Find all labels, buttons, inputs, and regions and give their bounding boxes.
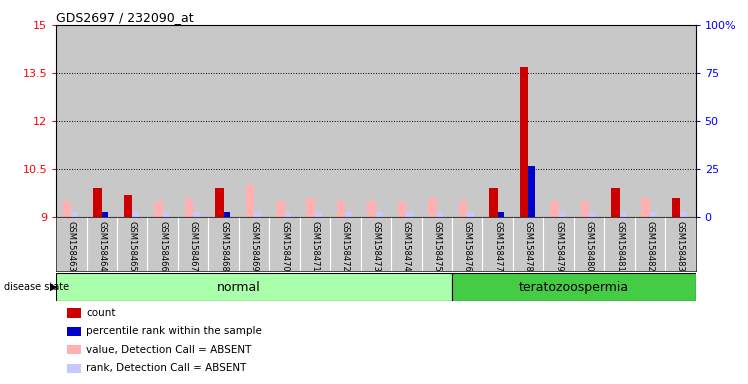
Bar — [224, 212, 230, 217]
Bar — [276, 201, 284, 217]
Bar — [665, 25, 696, 217]
Bar — [398, 201, 406, 217]
Bar — [239, 25, 269, 217]
Text: GSM158476: GSM158476 — [463, 221, 472, 272]
Bar — [672, 198, 681, 217]
Bar — [452, 273, 696, 301]
Bar — [375, 212, 382, 217]
Bar — [117, 25, 147, 217]
Text: GSM158468: GSM158468 — [219, 221, 228, 272]
Bar — [102, 212, 108, 217]
Bar — [330, 25, 361, 217]
Bar — [178, 25, 209, 217]
Bar — [245, 185, 254, 217]
Bar — [56, 25, 87, 217]
Bar — [391, 25, 422, 217]
Bar — [452, 25, 482, 217]
Bar — [482, 25, 513, 217]
Bar — [497, 212, 504, 217]
Bar — [132, 212, 139, 217]
Text: GSM158472: GSM158472 — [341, 221, 350, 272]
Bar — [123, 195, 132, 217]
Bar — [497, 212, 504, 217]
Bar — [346, 212, 352, 217]
Bar — [269, 25, 300, 217]
Bar — [94, 188, 102, 217]
Text: normal: normal — [217, 281, 261, 293]
Text: GSM158483: GSM158483 — [676, 221, 685, 272]
Bar — [619, 212, 626, 217]
Text: GSM158482: GSM158482 — [646, 221, 654, 272]
Bar — [87, 25, 117, 217]
Bar — [574, 25, 604, 217]
Text: ▶: ▶ — [50, 282, 58, 292]
Bar — [635, 25, 665, 217]
Text: GSM158480: GSM158480 — [584, 221, 594, 272]
Bar — [71, 212, 78, 217]
Bar — [559, 212, 565, 217]
Text: GSM158479: GSM158479 — [554, 221, 563, 272]
Bar — [102, 212, 108, 217]
Bar — [528, 166, 535, 217]
Text: GSM158469: GSM158469 — [250, 221, 259, 272]
Bar — [429, 198, 437, 217]
Bar — [520, 66, 528, 217]
Bar — [550, 201, 559, 217]
Text: GSM158466: GSM158466 — [158, 221, 168, 272]
Bar — [459, 201, 468, 217]
Text: GSM158481: GSM158481 — [615, 221, 624, 272]
Bar — [315, 212, 322, 217]
Bar — [154, 201, 162, 217]
Text: GSM158465: GSM158465 — [128, 221, 137, 272]
Text: GSM158471: GSM158471 — [310, 221, 319, 272]
Bar — [528, 212, 535, 217]
Bar — [63, 201, 71, 217]
Bar — [468, 212, 474, 217]
Bar — [367, 201, 375, 217]
Bar — [162, 212, 169, 217]
Bar — [284, 212, 291, 217]
Bar — [513, 25, 543, 217]
Text: GSM158464: GSM158464 — [97, 221, 106, 272]
Text: GSM158477: GSM158477 — [493, 221, 502, 272]
Text: count: count — [86, 308, 115, 318]
Bar — [642, 198, 650, 217]
Text: GSM158474: GSM158474 — [402, 221, 411, 272]
Bar — [215, 188, 224, 217]
Bar — [147, 25, 178, 217]
Bar — [209, 25, 239, 217]
Text: GSM158467: GSM158467 — [188, 221, 197, 272]
Bar — [650, 212, 657, 217]
Text: GSM158470: GSM158470 — [280, 221, 289, 272]
Bar — [224, 212, 230, 217]
Bar — [300, 25, 330, 217]
Text: GSM158475: GSM158475 — [432, 221, 441, 272]
Text: percentile rank within the sample: percentile rank within the sample — [86, 326, 262, 336]
Bar — [543, 25, 574, 217]
Bar — [254, 212, 261, 217]
Bar — [604, 25, 635, 217]
Text: disease state: disease state — [4, 282, 69, 292]
Bar — [185, 198, 193, 217]
Text: value, Detection Call = ABSENT: value, Detection Call = ABSENT — [86, 345, 251, 355]
Bar — [489, 188, 497, 217]
Bar — [307, 198, 315, 217]
Text: GSM158463: GSM158463 — [67, 221, 76, 272]
Bar — [361, 25, 391, 217]
Text: teratozoospermia: teratozoospermia — [519, 281, 629, 293]
Text: GSM158473: GSM158473 — [371, 221, 381, 272]
Bar — [589, 212, 595, 217]
Bar — [580, 201, 589, 217]
Bar — [681, 212, 687, 217]
Bar — [193, 212, 200, 217]
Bar — [406, 212, 413, 217]
Bar — [56, 273, 452, 301]
Bar — [437, 212, 444, 217]
Bar — [422, 25, 452, 217]
Text: GDS2697 / 232090_at: GDS2697 / 232090_at — [56, 11, 194, 24]
Bar — [611, 188, 619, 217]
Bar — [337, 201, 346, 217]
Text: rank, Detection Call = ABSENT: rank, Detection Call = ABSENT — [86, 363, 246, 373]
Text: GSM158478: GSM158478 — [524, 221, 533, 272]
